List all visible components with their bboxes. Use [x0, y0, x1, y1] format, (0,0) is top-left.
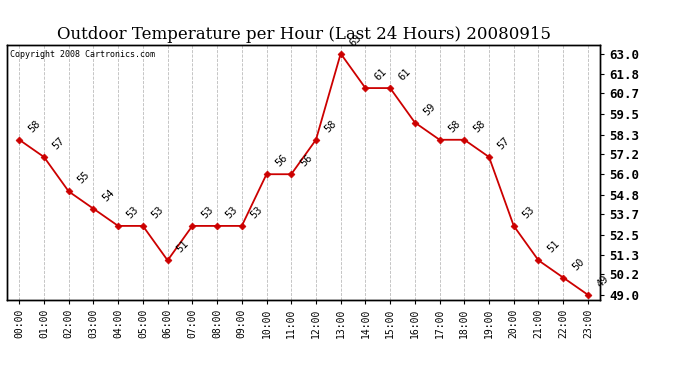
- Text: 49: 49: [595, 273, 611, 289]
- Text: 58: 58: [26, 118, 42, 134]
- Text: 56: 56: [298, 153, 314, 169]
- Text: 61: 61: [373, 67, 388, 82]
- Text: 58: 58: [471, 118, 487, 134]
- Text: 58: 58: [323, 118, 339, 134]
- Text: 56: 56: [273, 153, 289, 169]
- Text: 54: 54: [100, 187, 117, 203]
- Text: 57: 57: [51, 135, 67, 152]
- Text: 63: 63: [348, 32, 364, 48]
- Text: 61: 61: [397, 67, 413, 82]
- Text: 58: 58: [446, 118, 462, 134]
- Text: 51: 51: [545, 239, 562, 255]
- Text: 57: 57: [496, 135, 512, 152]
- Text: 53: 53: [199, 204, 215, 220]
- Text: 53: 53: [150, 204, 166, 220]
- Text: Copyright 2008 Cartronics.com: Copyright 2008 Cartronics.com: [10, 50, 155, 59]
- Text: 53: 53: [521, 204, 537, 220]
- Text: 53: 53: [224, 204, 240, 220]
- Text: 50: 50: [570, 256, 586, 272]
- Title: Outdoor Temperature per Hour (Last 24 Hours) 20080915: Outdoor Temperature per Hour (Last 24 Ho…: [57, 27, 551, 44]
- Text: 53: 53: [125, 204, 141, 220]
- Text: 53: 53: [248, 204, 265, 220]
- Text: 55: 55: [76, 170, 92, 186]
- Text: 51: 51: [175, 239, 190, 255]
- Text: 59: 59: [422, 101, 437, 117]
